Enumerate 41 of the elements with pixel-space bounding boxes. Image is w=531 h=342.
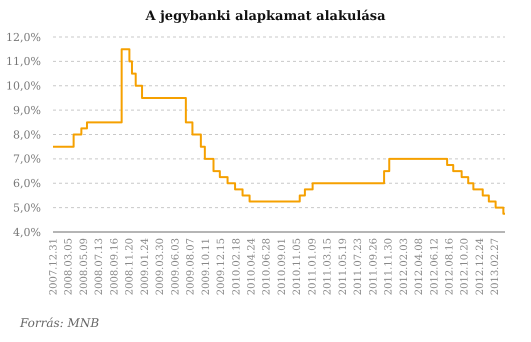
x-tick-label: 2011.09.26: [368, 238, 380, 296]
y-tick-label: 8,0%: [13, 128, 41, 142]
x-tick-label: 2010.11.05: [292, 238, 304, 296]
x-tick-label: 2009.08.07: [186, 238, 197, 296]
x-tick-label: 2011.07.23: [353, 238, 364, 296]
x-tick-label: 2011.01.09: [307, 238, 318, 296]
x-tick-label: 2012.06.12: [429, 238, 440, 296]
x-tick-label: 2010.04.24: [246, 238, 258, 296]
x-tick-label: 2010.02.18: [231, 238, 242, 296]
x-tick-label: 2008.05.09: [78, 238, 90, 296]
x-tick-label: 2009.12.15: [216, 238, 228, 296]
x-tick-label: 2010.06.28: [262, 238, 273, 296]
x-tick-label: 2012.10.20: [460, 238, 471, 296]
y-tick-label: 10,0%: [6, 80, 41, 93]
y-tick-label: 11,0%: [6, 55, 41, 68]
x-tick-label: 2011.05.19: [338, 238, 349, 296]
y-tick-label: 9,0%: [13, 104, 41, 117]
x-tick-label: 2009.10.11: [200, 238, 212, 296]
x-tick-label: 2007.12.31: [48, 238, 60, 296]
x-tick-label: 2009.01.24: [140, 238, 151, 296]
x-tick-label: 2011.11.30: [384, 238, 395, 296]
x-tick-label: 2012.08.16: [444, 238, 456, 296]
x-tick-label: 2011.03.15: [322, 238, 334, 296]
text: Forrás: MNB: [19, 316, 100, 330]
chart-title: A jegybanki alapkamat alakulása: [144, 9, 386, 24]
x-tick-label: 2009.03.30: [155, 238, 166, 296]
y-tick-label: 4,0%: [13, 226, 41, 239]
y-tick-label: 12,0%: [6, 30, 41, 44]
x-tick-label: 2012.04.08: [414, 238, 426, 296]
x-tick-label: 2008.03.05: [64, 238, 75, 296]
x-tick-label: 2013.02.27: [490, 238, 502, 296]
y-tick-label: 6,0%: [13, 177, 41, 190]
y-tick-label: 5,0%: [13, 201, 41, 214]
x-tick-label: 2008.11.20: [124, 238, 136, 296]
x-tick-label: 2008.09.16: [109, 238, 120, 296]
x-tick-label: 2012.02.03: [398, 238, 410, 296]
x-tick-label: 2010.09.01: [276, 238, 288, 296]
y-tick-label: 7,0%: [13, 152, 41, 166]
x-tick-label: 2008.07.13: [94, 238, 106, 296]
x-tick-label: 2012.12.24: [474, 238, 486, 296]
x-tick-label: 2009.06.03: [170, 238, 182, 296]
